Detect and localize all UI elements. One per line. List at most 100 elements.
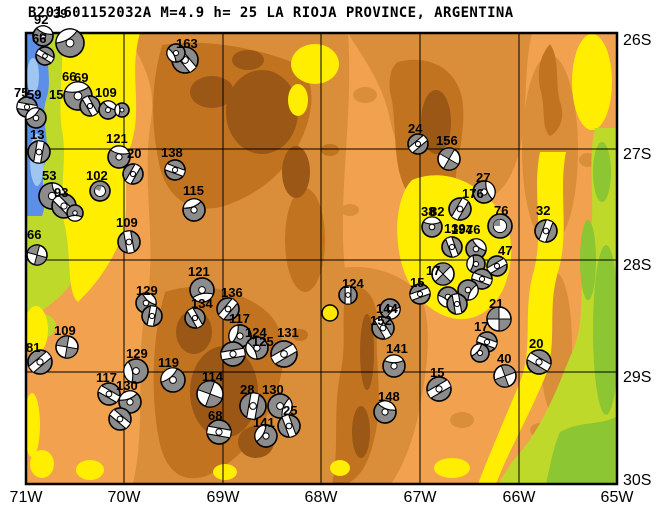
focal-mechanism bbox=[123, 358, 149, 384]
depth-label: 102 bbox=[86, 168, 108, 183]
depth-label: 125 bbox=[252, 334, 274, 349]
depth-label: 121 bbox=[188, 264, 210, 279]
longitude-label: 68W bbox=[305, 489, 339, 506]
depth-label: 176 bbox=[462, 186, 484, 201]
focal-mechanism bbox=[196, 380, 224, 408]
focal-mechanism bbox=[425, 376, 453, 402]
focal-mechanism bbox=[534, 218, 558, 244]
focal-mechanism bbox=[25, 107, 47, 129]
depth-label: 194 bbox=[451, 222, 473, 237]
focal-mechanism bbox=[407, 133, 429, 155]
focal-mechanism bbox=[470, 343, 490, 363]
focal-mechanism bbox=[441, 235, 463, 259]
grid-layer bbox=[26, 33, 617, 484]
epicenter-layer bbox=[321, 304, 339, 322]
depth-label: 138 bbox=[161, 145, 183, 160]
depth-label: 66 bbox=[32, 31, 46, 46]
depth-label: 32 bbox=[536, 203, 550, 218]
depth-label: 38 bbox=[421, 204, 435, 219]
focal-mechanism bbox=[160, 367, 186, 393]
focal-mechanism bbox=[118, 390, 142, 414]
focal-mechanism bbox=[437, 147, 461, 171]
depth-label: 15 bbox=[430, 365, 444, 380]
depth-label: 129 bbox=[136, 283, 158, 298]
depth-label: 114 bbox=[202, 369, 224, 384]
latitude-label: 29S bbox=[623, 369, 651, 386]
focal-mechanism bbox=[486, 306, 512, 332]
longitude-label: 65W bbox=[601, 489, 635, 506]
focal-mechanism bbox=[219, 341, 247, 367]
depth-label: 121 bbox=[106, 131, 128, 146]
focal-mechanism bbox=[371, 315, 395, 341]
depth-label: 47 bbox=[498, 243, 512, 258]
depth-label: 13 bbox=[30, 127, 44, 142]
focal-mechanism bbox=[66, 204, 84, 222]
focal-mechanism bbox=[216, 297, 240, 321]
depth-label: 17 bbox=[426, 263, 440, 278]
focal-mechanism bbox=[472, 180, 496, 204]
focal-mechanism bbox=[465, 238, 487, 260]
latitude-label: 27S bbox=[623, 146, 651, 163]
focal-mechanism bbox=[32, 25, 54, 47]
depth-label: 115 bbox=[183, 183, 204, 198]
focal-mechanism bbox=[408, 283, 432, 305]
focal-mechanism bbox=[245, 336, 269, 360]
focal-mechanism bbox=[117, 229, 141, 255]
depth-label: 148 bbox=[378, 389, 400, 404]
depth-label: 130 bbox=[262, 382, 284, 397]
depth-label: 131 bbox=[277, 325, 299, 340]
terrain-east-green bbox=[498, 128, 617, 484]
focal-mechanism bbox=[27, 139, 51, 165]
depth-label: 109 bbox=[116, 215, 138, 230]
depth-label: 93 bbox=[54, 185, 68, 200]
longitude-label: 69W bbox=[207, 489, 241, 506]
focal-mechanism bbox=[254, 424, 278, 448]
depth-label: 15 bbox=[49, 87, 63, 102]
depth-label: 129 bbox=[126, 346, 148, 361]
depth-label: 21 bbox=[489, 296, 503, 311]
depth-label: 15 bbox=[410, 275, 424, 290]
focal-mechanism bbox=[166, 43, 186, 63]
focal-mechanism bbox=[55, 335, 79, 359]
focal-mechanism bbox=[379, 298, 401, 320]
focal-mechanism bbox=[431, 262, 455, 286]
depth-label: 68 bbox=[208, 408, 222, 423]
depth-label: 152 bbox=[370, 313, 392, 328]
longitude-label: 71W bbox=[10, 489, 44, 506]
depth-label: 66 bbox=[62, 69, 76, 84]
focal-mechanism bbox=[373, 400, 397, 424]
depth-label: 40 bbox=[497, 351, 511, 366]
depth-label: 117 bbox=[229, 311, 250, 326]
depth-label: 109 bbox=[95, 85, 117, 100]
depth-label: 28 bbox=[240, 382, 254, 397]
focal-mechanism bbox=[487, 213, 513, 239]
longitude-label: 70W bbox=[108, 489, 142, 506]
focal-mechanism bbox=[141, 304, 163, 328]
focal-mechanism bbox=[277, 413, 301, 439]
focal-mechanism bbox=[114, 102, 130, 118]
focal-mechanism bbox=[122, 162, 144, 186]
depth-label: 109 bbox=[54, 323, 76, 338]
depth-label: 20 bbox=[127, 146, 141, 161]
longitude-label: 66W bbox=[503, 489, 537, 506]
focal-mechanism bbox=[182, 198, 206, 222]
depth-label: 141 bbox=[253, 415, 275, 430]
focal-mechanism bbox=[35, 46, 55, 66]
depth-label: 119 bbox=[158, 355, 179, 370]
focal-mechanism bbox=[269, 340, 299, 368]
focal-mechanism bbox=[448, 196, 472, 222]
depth-label: 59 bbox=[27, 87, 41, 102]
depth-label: 75 bbox=[14, 85, 28, 100]
focal-mechanism-layer bbox=[15, 25, 558, 448]
depth-label: 130 bbox=[116, 378, 138, 393]
focal-mechanism bbox=[493, 364, 517, 388]
depth-label: 20 bbox=[529, 336, 543, 351]
depth-label: 39 bbox=[53, 6, 67, 21]
depth-label: 53 bbox=[42, 168, 56, 183]
focal-mechanism bbox=[525, 349, 553, 375]
depth-label: 124 bbox=[245, 325, 267, 340]
latitude-label: 28S bbox=[623, 257, 651, 274]
focal-mechanism bbox=[163, 159, 187, 181]
